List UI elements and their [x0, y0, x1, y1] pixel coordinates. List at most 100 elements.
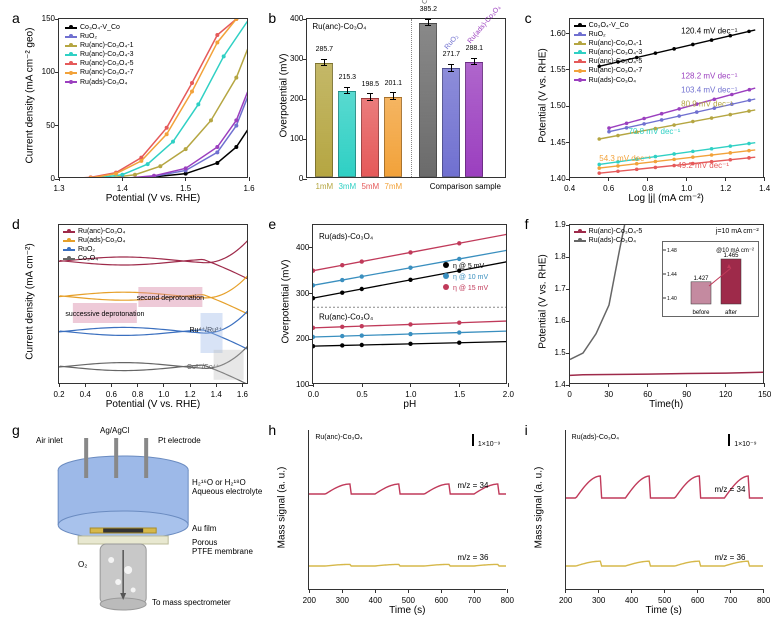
svg-text:Ru(anc)-Co₃O₄: Ru(anc)-Co₃O₄ — [319, 312, 373, 321]
series-label: m/z = 34 — [714, 485, 745, 494]
svg-text:Ru(ads)-Co₃O₄: Ru(ads)-Co₃O₄ — [319, 232, 373, 241]
legend-item: RuO₂ — [574, 30, 643, 39]
legend-swatch — [574, 231, 586, 233]
curves-i: m/z = 34 m/z = 36 — [566, 430, 763, 589]
comp-label: Ru(ads)-Co₃O₄ — [467, 4, 503, 45]
legend-swatch — [65, 54, 77, 56]
bar — [361, 98, 379, 177]
legend-swatch — [65, 81, 77, 83]
svg-text:η @ 15 mV: η @ 15 mV — [453, 285, 488, 292]
svg-text:after: after — [725, 310, 737, 316]
legend-swatch — [65, 45, 77, 47]
plot-i: m/z = 34m/z = 36 Ru(ads)-Co₃O₄ 1×10⁻⁹ 20… — [565, 430, 763, 590]
bar — [384, 97, 402, 177]
legend-label: RuO₂ — [589, 30, 606, 39]
panel-f: f Ru(anc)-Co₃O₄-5Ru(ads)-Co₃O₄ j=10 mA c… — [521, 214, 771, 414]
plot-a: Co₃O₄-V_CoRuO₂Ru(anc)-Co₃O₄-1Ru(anc)-Co₃… — [58, 18, 248, 178]
tafel-label: 103.4 mV dec⁻¹ — [681, 85, 738, 94]
xlabel-d: Potential (V vs. RHE) — [58, 399, 248, 410]
legend-label: Ru(anc)-Co₃O₄-7 — [589, 66, 643, 75]
legend-item: RuO₂ — [65, 32, 134, 41]
panel-label-h: h — [268, 422, 276, 438]
scale-h: 1×10⁻⁹ — [472, 434, 500, 448]
g-counter: Pt electrode — [158, 436, 201, 445]
legend-label: Ru(ads)-Co₃O₄ — [78, 236, 125, 245]
svg-text:1.465: 1.465 — [723, 253, 739, 259]
legend-item: Ru(anc)-Co₃O₄-7 — [574, 66, 643, 75]
legend-swatch — [63, 240, 75, 242]
xlabel-h: Time (s) — [308, 605, 506, 616]
ylabel-b: Overpotential (mV) — [279, 16, 290, 176]
bar — [465, 62, 483, 177]
legend-swatch — [65, 36, 77, 38]
legend-swatch — [574, 34, 586, 36]
legend-item: Ru(anc)-Co₃O₄-1 — [65, 41, 134, 50]
legend-swatch — [63, 231, 75, 233]
legend-swatch — [574, 79, 586, 81]
inset-f: @10 mA cm⁻²1.427before1.465after1.401.44… — [662, 241, 759, 317]
legend-label: Ru(anc)-Co₃O₄ — [78, 227, 125, 236]
svg-text:1.44: 1.44 — [667, 272, 677, 278]
panel-h: h m/z = 34m/z = 36 Ru(anc)-Co₃O₄ 1×10⁻⁹ … — [264, 420, 514, 620]
legend-item: Ru(ads)-Co₃O₄ — [65, 78, 134, 87]
bar-value: 285.7 — [304, 46, 344, 53]
ylabel-i: Mass signal (a. u.) — [533, 428, 544, 588]
tafel-label: 80.9 mV dec⁻¹ — [681, 99, 733, 108]
panel-g: g Ai — [8, 420, 258, 620]
panel-i: i m/z = 34m/z = 36 Ru(ads)-Co₃O₄ 1×10⁻⁹ … — [521, 420, 771, 620]
svg-text:1.427: 1.427 — [693, 276, 709, 282]
separator — [411, 19, 412, 177]
title-b: Ru(anc)-Co₃O₄ — [312, 22, 366, 31]
legend-label: Ru(anc)-Co₃O₄-7 — [80, 68, 134, 77]
bar-value: 288.1 — [454, 45, 494, 52]
ylabel-c: Potential (V vs. RHE) — [537, 16, 548, 176]
legend-item: Ru(anc)-Co₃O₄ — [63, 227, 125, 236]
ylabel-e: Overpotential (mV) — [281, 222, 292, 382]
legend-swatch — [63, 249, 75, 251]
g-air: Air inlet — [36, 436, 63, 445]
legend-label: Ru(ads)-Co₃O₄ — [589, 236, 636, 245]
legend-item: Ru(anc)-Co₃O₄-5 — [65, 59, 134, 68]
legend-item: Ru(anc)-Co₃O₄-3 — [574, 48, 643, 57]
bar — [338, 91, 356, 177]
series-label: m/z = 36 — [714, 553, 745, 562]
panel-label-b: b — [268, 10, 276, 26]
g-electrolyte: H₂¹⁶O or H₂¹⁸O Aqueous electrolyte — [192, 478, 262, 496]
legend-label: RuO₂ — [78, 245, 95, 254]
svg-text:η @ 10 mV: η @ 10 mV — [453, 274, 488, 281]
plot-f: Ru(anc)-Co₃O₄-5Ru(ads)-Co₃O₄ j=10 mA cm⁻… — [569, 224, 764, 384]
xlabel-f: Time(h) — [569, 399, 764, 410]
legend-label: Ru(anc)-Co₃O₄-1 — [589, 39, 643, 48]
legend-label: Ru(anc)-Co₃O₄-5 — [589, 57, 643, 66]
legend-swatch — [65, 27, 77, 29]
bar — [419, 23, 437, 177]
title-h: Ru(anc)-Co₃O₄ — [315, 434, 362, 441]
bar — [442, 68, 460, 177]
ylabel-d: Current density (mA cm⁻²) — [25, 222, 36, 382]
svg-text:η @ 5 mV: η @ 5 mV — [453, 263, 485, 270]
xlabel-c: Log |j| (mA cm⁻²) — [569, 193, 764, 204]
scale-i: 1×10⁻⁹ — [728, 434, 756, 448]
legend-swatch — [574, 25, 586, 27]
panel-b: b 0100200300400285.71mM215.33mM198.55mM2… — [264, 8, 514, 208]
bar-xtick: 7mM — [379, 182, 407, 191]
legend-swatch — [65, 63, 77, 65]
legend-label: Co₃O₄ — [78, 254, 98, 263]
legend-label: Ru(anc)-Co₃O₄-3 — [80, 50, 134, 59]
xlabel-e: pH — [312, 399, 507, 410]
legend-label: RuO₂ — [80, 32, 97, 41]
legend-swatch — [574, 43, 586, 45]
panel-a: a Co₃O₄-V_CoRuO₂Ru(anc)-Co₃O₄-1Ru(anc)-C… — [8, 8, 258, 208]
g-membrane: Porous PTFE membrane — [192, 538, 253, 556]
legend-f: Ru(anc)-Co₃O₄-5Ru(ads)-Co₃O₄ — [574, 227, 643, 245]
series-label: m/z = 34 — [458, 481, 489, 490]
schematic-g — [8, 420, 258, 620]
panel-label-a: a — [12, 10, 20, 26]
tafel-label: 70.8 mV dec⁻¹ — [628, 127, 680, 136]
legend-swatch — [63, 258, 75, 260]
tafel-label: 54.3 mV dec⁻¹ — [599, 154, 651, 163]
ylabel-a: Current density (mA cm⁻² geo) — [25, 16, 36, 176]
bar-value: 201.1 — [373, 80, 413, 87]
legend-item: Co₃O₄ — [63, 254, 125, 263]
bar-value: 385.2 — [408, 6, 448, 13]
